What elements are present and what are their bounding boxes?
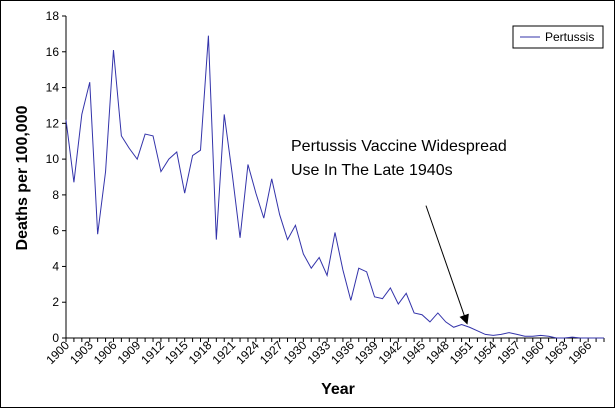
- x-tick-label: 1963: [542, 338, 571, 367]
- y-tick-label: 14: [46, 81, 60, 95]
- x-tick-label: 1915: [162, 338, 191, 367]
- x-tick-label: 1921: [209, 338, 238, 367]
- y-tick-label: 4: [52, 259, 59, 273]
- x-tick-label: 1942: [376, 338, 405, 367]
- series-line-pertussis: [65, 35, 604, 339]
- y-tick-label: 12: [46, 116, 60, 130]
- y-axis-ticks: 0 2 4 6 8 10 12 14 16 18: [46, 9, 66, 345]
- y-axis-title: Deaths per 100,000: [14, 105, 31, 250]
- annotation-line-2: Use In The Late 1940s: [291, 162, 453, 179]
- x-tick-label: 1957: [494, 338, 523, 367]
- y-tick-label: 6: [52, 224, 59, 238]
- x-tick-label: 1900: [43, 338, 72, 367]
- x-tick-label: 1927: [257, 338, 286, 367]
- x-axis-ticks: 1900190319061909191219151918192119241927…: [43, 338, 605, 367]
- x-tick-label: 1909: [115, 338, 144, 367]
- x-tick-label: 1939: [352, 338, 381, 367]
- legend-label: Pertussis: [545, 30, 594, 44]
- x-axis-title: Year: [321, 381, 355, 398]
- x-tick-label: 1945: [399, 338, 428, 367]
- x-tick-label: 1933: [304, 338, 333, 367]
- x-tick-label: 1954: [471, 338, 500, 367]
- legend-box: [512, 25, 604, 49]
- x-tick-label: 1906: [91, 338, 120, 367]
- y-tick-label: 8: [52, 188, 59, 202]
- y-tick-label: 18: [46, 9, 60, 23]
- y-tick-label: 0: [52, 331, 59, 345]
- x-tick-label: 1930: [281, 338, 310, 367]
- x-tick-label: 1912: [138, 338, 167, 367]
- y-tick-label: 2: [52, 295, 59, 309]
- legend: Pertussis: [512, 25, 604, 49]
- annotation-line-1: Pertussis Vaccine Widespread: [291, 138, 507, 155]
- x-tick-label: 1948: [423, 338, 452, 367]
- x-tick-label: 1924: [233, 338, 262, 367]
- annotation-arrow: [425, 205, 469, 325]
- y-tick-label: 16: [46, 45, 60, 59]
- x-tick-label: 1966: [566, 338, 595, 367]
- x-tick-label: 1936: [328, 338, 357, 367]
- x-tick-label: 1951: [447, 338, 476, 367]
- x-tick-label: 1903: [67, 338, 96, 367]
- x-tick-label: 1918: [186, 338, 215, 367]
- series-group: [65, 35, 604, 339]
- x-tick-label: 1960: [518, 338, 547, 367]
- y-tick-label: 10: [46, 152, 60, 166]
